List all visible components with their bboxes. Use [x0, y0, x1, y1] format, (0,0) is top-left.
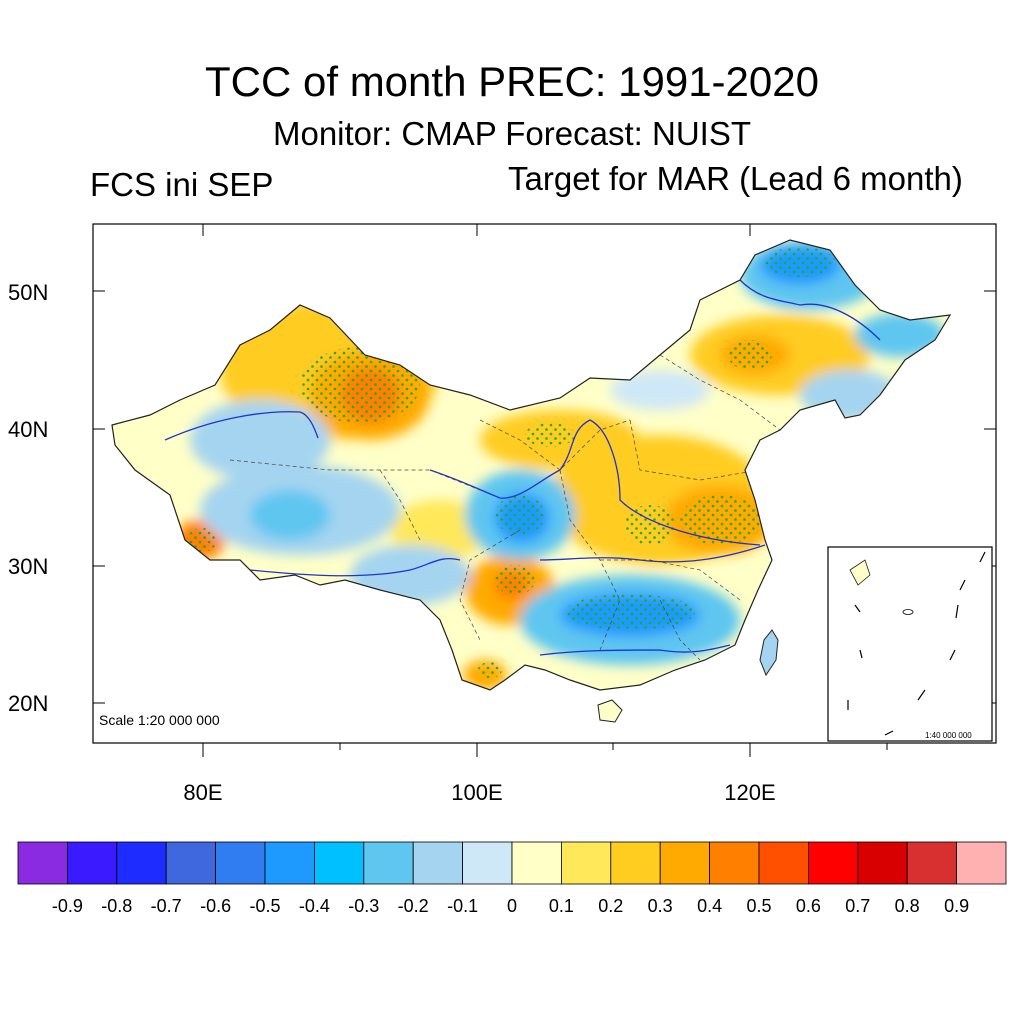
colorbar-swatch: [116, 841, 167, 885]
colorbar-label: -0.5: [249, 896, 281, 916]
significance-stipple: [187, 247, 835, 678]
colorbar-label: 0.1: [548, 896, 574, 916]
colorbar-swatch: [808, 841, 859, 885]
colorbar-swatch: [906, 841, 958, 885]
colorbar-label: -0.3: [348, 896, 380, 916]
y-tick-40n: 40N: [8, 417, 49, 442]
colorbar-label: 0: [506, 896, 517, 916]
colorbar-label: -0.9: [51, 896, 83, 916]
x-tick-100e: 100E: [451, 780, 503, 805]
colorbar-label: 0.9: [944, 896, 970, 916]
colorbar-label: 0.4: [697, 896, 723, 916]
y-tick-50n: 50N: [8, 280, 49, 305]
colorbar-swatch: [659, 841, 711, 885]
colorbar-label: 0.7: [845, 896, 871, 916]
taiwan-island: [759, 629, 779, 677]
inset-scale-label: 1:40 000 000: [925, 731, 972, 740]
colorbar-swatch: [561, 841, 612, 885]
map-subtitle: Monitor: CMAP Forecast: NUIST: [272, 115, 751, 152]
colorbar-swatch: [857, 841, 908, 885]
colorbar-swatch: [758, 841, 809, 885]
map-title: TCC of month PREC: 1991-2020: [205, 58, 819, 105]
colorbar-label: -0.1: [447, 896, 479, 916]
hainan-island: [597, 699, 623, 723]
colorbar: [17, 841, 1007, 885]
colorbar-swatch: [363, 841, 414, 885]
colorbar-label: 0.3: [647, 896, 673, 916]
colorbar-swatch: [709, 841, 760, 885]
axis-ticks: [93, 224, 996, 757]
target-label: Target for MAR (Lead 6 month): [508, 160, 963, 197]
colorbar-label: -0.6: [200, 896, 232, 916]
south-china-sea-inset: [827, 546, 993, 742]
init-label: FCS ini SEP: [90, 166, 274, 203]
colorbar-swatch: [264, 841, 315, 885]
colorbar-label: -0.7: [150, 896, 182, 916]
colorbar-label: -0.2: [397, 896, 429, 916]
colorbar-label: 0.6: [795, 896, 821, 916]
x-tick-80e: 80E: [183, 780, 223, 805]
province-borders: [229, 354, 781, 661]
colorbar-swatch: [215, 841, 266, 885]
rivers: [164, 279, 881, 656]
x-tick-120e: 120E: [724, 780, 776, 805]
colorbar-swatch: [462, 841, 513, 885]
colorbar-swatch: [956, 841, 1007, 885]
colorbar-swatch: [313, 841, 365, 885]
colorbar-label: -0.4: [298, 896, 330, 916]
colorbar-swatch: [412, 841, 464, 885]
scale-label: Scale 1:20 000 000: [99, 712, 220, 728]
country-outline: [111, 239, 952, 691]
colorbar-swatch: [165, 841, 216, 885]
colorbar-swatch: [17, 841, 68, 885]
colorbar-swatch: [67, 841, 118, 885]
y-tick-20n: 20N: [8, 691, 49, 716]
colorbar-label: 0.2: [598, 896, 624, 916]
colorbar-label: 0.5: [746, 896, 772, 916]
colorbar-swatch: [511, 841, 562, 885]
colorbar-label: -0.8: [101, 896, 133, 916]
colorbar-label: 0.8: [894, 896, 920, 916]
colorbar-swatch: [610, 841, 661, 885]
y-tick-30n: 30N: [8, 554, 49, 579]
